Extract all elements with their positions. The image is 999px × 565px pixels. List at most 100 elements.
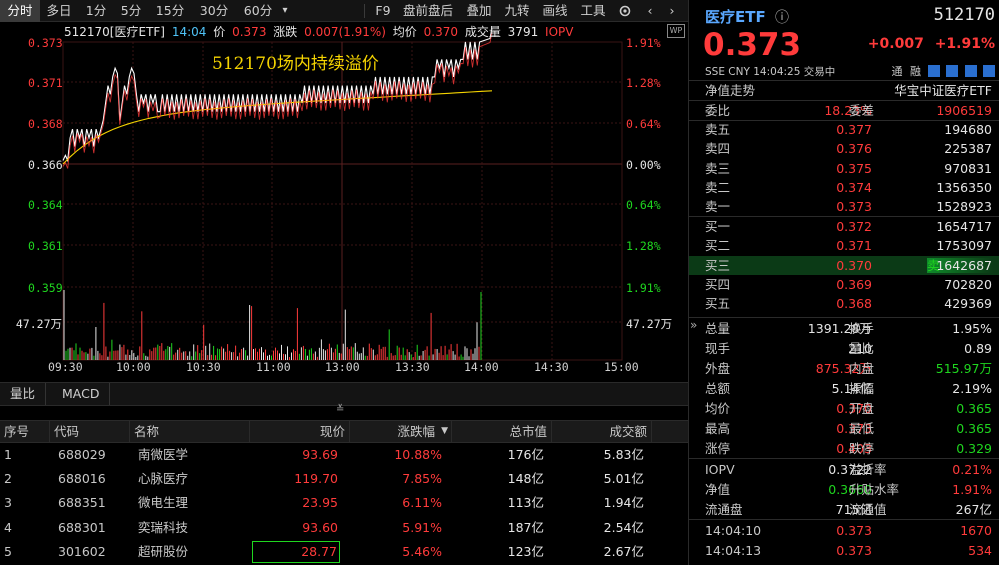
nav-trend-row[interactable]: 净值走势 华宝中证医疗ETF [689, 80, 999, 99]
badge-rong[interactable]: 融 [910, 65, 921, 78]
sort-desc-icon[interactable]: ▼ [441, 426, 448, 436]
stat-value: 0.89 [964, 341, 992, 356]
tab-5min[interactable]: 5分 [120, 3, 142, 18]
intraday-chart[interactable]: 512170[医疗ETF] 14:04 价 0.373 涨跌 0.007(1.9… [0, 22, 688, 382]
table-header: 序号 代码 名称 现价 涨跌幅 ▼ 总市值 成交额 [0, 420, 688, 443]
bids-label: 买三 [705, 257, 731, 273]
info-icon[interactable]: ⓘ [774, 10, 789, 26]
info-volume-label: 成交量 [464, 25, 501, 39]
bids-level-row[interactable]: 买四 0.369 702820 [689, 275, 999, 294]
fund-title[interactable]: 医疗ETF ⓘ [705, 6, 789, 27]
asks-level-row[interactable]: 卖四 0.376 225387 [689, 139, 999, 158]
pre-post-market-button[interactable]: 盘前盘后 [402, 3, 453, 18]
stat-label: 升贴水率 [849, 482, 900, 497]
wp-badge-icon[interactable]: WP [667, 24, 685, 38]
volume-axis-label: 47.27万 [15, 317, 62, 331]
tick-price: 0.373 [836, 523, 872, 538]
tab-volume-ratio[interactable]: 量比 [0, 383, 47, 405]
chevron-down-icon[interactable]: ▾ [282, 5, 288, 16]
x-tick: 15:00 [604, 360, 639, 374]
info-change: 0.007(1.91%) [304, 25, 386, 39]
table-row[interactable]: 3 688351 微电生理 23.95 6.11% 113亿 1.94亿 [0, 491, 688, 515]
stat-value: 0.365 [956, 401, 992, 416]
stat-value: 2.19% [952, 381, 992, 396]
col-pct-label: 涨跌幅 [397, 424, 435, 439]
panel-toggle-icon[interactable]: » [690, 318, 698, 332]
col-name[interactable]: 名称 [130, 421, 250, 442]
stat-value: 0.21% [952, 462, 992, 477]
bids-level-row[interactable]: 买五 0.368 429369 [689, 294, 999, 313]
x-tick: 10:30 [186, 360, 221, 374]
cell-price: 28.77 [252, 540, 340, 563]
y-right-tick: 1.28% [626, 76, 661, 90]
col-pct[interactable]: 涨跌幅 ▼ [350, 421, 452, 442]
asks-label: 卖五 [705, 122, 731, 137]
asks-level-row[interactable]: 卖三 0.375 970831 [689, 159, 999, 178]
col-cap[interactable]: 总市值 [452, 421, 552, 442]
tab-30min[interactable]: 30分 [199, 3, 229, 18]
col-code[interactable]: 代码 [50, 421, 130, 442]
stat-label: 最低 [849, 421, 875, 436]
bids-level-row[interactable]: 买三 0.370 卖 1642687 [689, 255, 999, 275]
table-row[interactable]: 1 688029 南微医学 93.69 10.88% 176亿 5.83亿 [0, 443, 688, 467]
col-price[interactable]: 现价 [250, 421, 350, 442]
weibi-label: 委比 [705, 103, 731, 118]
asks-level-row[interactable]: 卖五 0.377 194680 [689, 120, 999, 139]
stat-value: 0.329 [956, 441, 992, 456]
chart-canvas [62, 27, 623, 361]
bids-level-row[interactable]: 买一 0.372 1654717 [689, 217, 999, 236]
tools-button[interactable]: 工具 [580, 3, 606, 18]
col-no[interactable]: 序号 [0, 421, 50, 442]
share-icon[interactable] [946, 65, 958, 77]
draw-line-button[interactable]: 画线 [542, 3, 568, 18]
tab-macd[interactable]: MACD [52, 383, 111, 405]
x-tick: 13:00 [325, 360, 360, 374]
info-avg: 0.370 [423, 25, 458, 39]
chevron-left-icon[interactable]: ‹ [647, 3, 653, 18]
bids-level-row[interactable]: 买二 0.371 1753097 [689, 236, 999, 255]
bids-price: 0.370 [836, 257, 872, 273]
asks-level-row[interactable]: 卖二 0.374 1356350 [689, 178, 999, 197]
divider [689, 519, 999, 520]
alert-icon[interactable] [964, 65, 977, 77]
nine-turn-button[interactable]: 九转 [504, 3, 530, 18]
cell-cap: 123亿 [507, 543, 544, 559]
gear-icon[interactable] [614, 0, 636, 22]
stat-value: 210 [848, 341, 872, 356]
tab-60min[interactable]: 60分 [243, 3, 273, 18]
asks-volume: 225387 [944, 141, 992, 157]
cell-code: 688029 [58, 447, 106, 462]
asks-level-row[interactable]: 卖一 0.373 1528923 [689, 197, 999, 216]
y-right-tick: 1.28% [626, 239, 661, 253]
trade-tag: 卖 [927, 257, 940, 273]
table-row[interactable]: 2 688016 心脉医疗 119.70 7.85% 148亿 5.01亿 [0, 467, 688, 491]
stat-row: 流通盘 715亿 流通值 267亿 [689, 500, 999, 519]
collapse-icon[interactable]: ≚ [336, 404, 345, 415]
col-amount[interactable]: 成交额 [552, 421, 652, 442]
bids-label: 买一 [705, 219, 731, 234]
edit-icon[interactable] [927, 65, 940, 77]
cell-pct: 5.46% [402, 543, 442, 559]
more-icon[interactable] [983, 65, 995, 77]
stat-row: 涨停 0.403 跌停 0.329 [689, 439, 999, 458]
tab-1min[interactable]: 1分 [85, 3, 107, 18]
chevron-right-icon[interactable]: › [669, 3, 675, 18]
x-tick: 11:00 [256, 360, 291, 374]
badge-tong[interactable]: 通 [891, 65, 903, 78]
tab-15min[interactable]: 15分 [155, 3, 185, 18]
cell-price: 119.70 [294, 471, 338, 487]
cell-pct: 5.91% [402, 519, 442, 535]
tab-intraday[interactable]: 分时 [0, 0, 40, 22]
cell-no: 2 [4, 471, 12, 487]
table-row[interactable]: 4 688301 奕瑞科技 93.60 5.91% 187亿 2.54亿 [0, 516, 688, 540]
cell-name: 微电生理 [138, 495, 189, 511]
y-right-tick: 0.64% [626, 198, 661, 212]
asks-label: 卖四 [705, 141, 731, 157]
tick-volume: 534 [968, 543, 992, 558]
stat-value: 1.91% [952, 482, 992, 497]
tab-multiday[interactable]: 多日 [46, 3, 72, 18]
overlay-button[interactable]: 叠加 [466, 3, 492, 18]
table-row[interactable]: 5 301602 超研股份 28.77 5.46% 123亿 2.67亿 [0, 540, 688, 564]
x-tick: 09:30 [48, 360, 83, 374]
f9-button[interactable]: F9 [375, 3, 391, 18]
